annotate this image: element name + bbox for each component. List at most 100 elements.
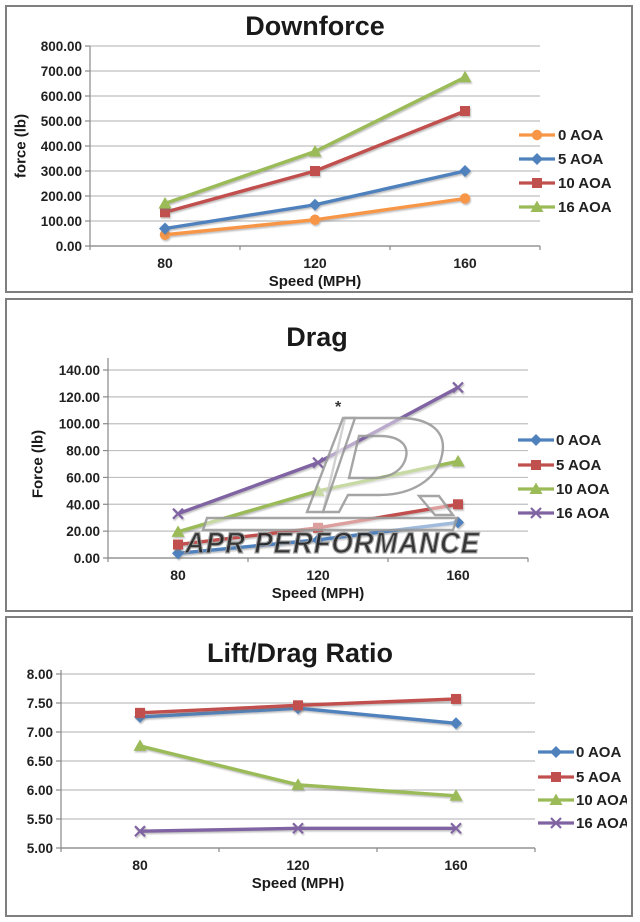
legend-label: 16 AOA [576, 815, 627, 832]
drag-x-axis-title: Speed (MPH) [271, 585, 365, 602]
data-point-marker [308, 145, 322, 157]
legend-label: 5 AOA [556, 457, 601, 474]
x-tick-label: 160 [453, 255, 477, 271]
data-point-marker [312, 456, 324, 469]
y-tick-label: 80.00 [66, 444, 100, 459]
lift-drag-ratio-chart: 5.00 5.50 6.00 6.50 7.00 7.50 8.00 80 120 160 0 AO… [27, 667, 627, 873]
x-tick-label: 80 [132, 857, 148, 873]
series-line [164, 109, 466, 214]
series-16-aoa [172, 381, 464, 520]
legend-item-16-aoa: 16 AOA [518, 505, 610, 522]
legend-item-0-aoa: 0 AOA [519, 127, 603, 144]
legend-item-10-aoa: 10 AOA [518, 481, 610, 498]
series-0-aoa [159, 193, 471, 240]
downforce-y-axis-title: force (lb) [12, 113, 30, 179]
x-tick-label: 80 [157, 255, 173, 271]
series-5-aoa [159, 165, 471, 235]
y-tick-label: 140.00 [59, 363, 100, 378]
data-point-marker [459, 165, 471, 177]
data-point-marker [450, 822, 462, 835]
legend: 0 AOA 5 AOA 10 AOA 16 AOA [519, 127, 612, 216]
data-point-marker [173, 539, 183, 550]
y-tick-label: 500.00 [41, 114, 82, 129]
legend-marker [532, 178, 542, 188]
series-10-aoa [160, 106, 470, 218]
data-point-marker [459, 193, 471, 204]
watermark-brand-text: APR PERFORMANCE [184, 527, 480, 560]
y-tick-label: 200.00 [41, 189, 82, 204]
data-point-marker [452, 516, 464, 529]
data-point-marker [451, 693, 461, 704]
legend-label: 5 AOA [558, 151, 603, 168]
legend: 0 AOA 5 AOA 10 AOA 16 AOA [538, 744, 627, 832]
y-tick-label: 800.00 [41, 39, 82, 54]
y-tick-label: 7.50 [27, 696, 53, 711]
y-tick-label: 0.00 [56, 239, 82, 254]
data-point-marker [453, 499, 463, 510]
y-tick-label: 6.00 [27, 783, 53, 798]
data-point-marker [135, 707, 145, 718]
y-tick-label: 700.00 [41, 64, 82, 79]
y-tick-label: 6.50 [27, 754, 53, 769]
legend-label: 0 AOA [556, 432, 601, 449]
drag-chart-panel: 0.00 20.00 40.00 60.00 80.00 100.00 120.00 140.… [5, 298, 633, 612]
x-tick-label: 120 [286, 857, 310, 873]
x-tick-label: 80 [170, 567, 186, 583]
legend-item-0-aoa: 0 AOA [538, 744, 621, 761]
series-10-aoa [133, 739, 463, 801]
legend-label: 16 AOA [556, 505, 610, 522]
legend: 0 AOA 5 AOA 10 AOA 16 AOA [518, 432, 610, 522]
data-point-marker [134, 825, 146, 837]
lift-drag-ratio-chart-title: Lift/Drag Ratio [207, 638, 393, 668]
legend-label: 10 AOA [558, 175, 612, 192]
data-point-marker [158, 197, 172, 209]
data-point-marker [159, 229, 171, 240]
data-point-marker [312, 533, 324, 546]
data-point-marker [450, 717, 462, 730]
y-tick-label: 120.00 [59, 390, 100, 405]
y-tick-label: 400.00 [41, 139, 82, 154]
legend-item-10-aoa: 10 AOA [519, 175, 612, 192]
downforce-chart: 0.00 100.00 200.00 300.00 400.00 500.00 600.00… [41, 39, 612, 271]
data-point-marker [171, 525, 185, 537]
data-point-marker [293, 700, 303, 711]
x-tick-label: 160 [446, 567, 470, 583]
data-point-marker [310, 166, 320, 176]
data-point-marker [458, 70, 472, 83]
drag-chart: 0.00 20.00 40.00 60.00 80.00 100.00 120.00 140.… [59, 358, 610, 583]
x-tick-label: 160 [444, 857, 468, 873]
data-point-marker [292, 822, 304, 835]
data-point-marker [172, 507, 184, 520]
legend-marker [530, 200, 544, 212]
legend-label: 10 AOA [576, 792, 627, 809]
y-tick-label: 0.00 [74, 551, 100, 566]
y-tick-label: 7.00 [27, 725, 53, 740]
data-point-marker [309, 214, 321, 225]
lift-drag-ratio-x-axis-title: Speed (MPH) [251, 875, 345, 892]
downforce-x-axis-title: Speed (MPH) [268, 273, 362, 290]
downforce-chart-panel: 0.00 100.00 200.00 300.00 400.00 500.00 600.00… [5, 5, 633, 293]
y-tick-label: 5.50 [27, 812, 53, 827]
legend-item-0-aoa: 0 AOA [518, 432, 601, 449]
lift-drag-ratio-chart-panel: 5.00 5.50 6.00 6.50 7.00 7.50 8.00 80 120 160 0 AO… [5, 616, 633, 917]
legend-marker [549, 793, 563, 805]
data-point-marker [451, 454, 465, 467]
y-tick-label: 40.00 [66, 497, 100, 512]
data-point-marker [133, 739, 147, 751]
y-tick-label: 8.00 [27, 667, 53, 682]
legend-item-10-aoa: 10 AOA [538, 792, 627, 809]
y-tick-label: 20.00 [66, 524, 100, 539]
legend-marker [530, 434, 542, 446]
legend-marker [531, 129, 543, 141]
data-point-marker [159, 222, 171, 235]
watermark-asterisk: * [335, 399, 342, 416]
downforce-chart-title: Downforce [245, 11, 385, 41]
legend-marker [550, 746, 562, 758]
drag-y-axis-title: Force (lb) [29, 429, 47, 499]
data-point-marker [460, 106, 470, 116]
series-0-aoa [172, 516, 464, 560]
apr-performance-watermark: * APR PERFORMANCE [183, 399, 480, 561]
series-16-aoa [158, 70, 472, 209]
legend-item-5-aoa: 5 AOA [538, 769, 621, 786]
